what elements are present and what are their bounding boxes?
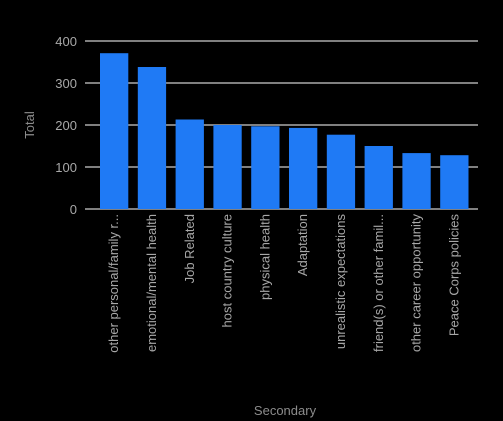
x-axis-title: Secondary (254, 403, 317, 418)
x-tick-label: physical health (257, 214, 272, 300)
bar (326, 134, 356, 209)
y-tick-labels: 0 100 200 300 400 (55, 34, 77, 217)
bar (100, 53, 129, 210)
y-axis-title: Total (22, 111, 37, 139)
y-tick-label: 300 (55, 76, 77, 91)
y-tick-label: 100 (55, 160, 77, 175)
x-tick-label: Job Related (182, 214, 197, 283)
bar (213, 125, 242, 209)
bar (251, 126, 280, 209)
y-tick-label: 400 (55, 34, 77, 49)
x-tick-labels: other personal/family r... emotional/ment… (106, 214, 461, 353)
y-tick-label: 200 (55, 118, 77, 133)
x-tick-label: unrealistic expectations (333, 214, 348, 350)
x-tick-label: Peace Corps policies (446, 214, 461, 337)
bar (402, 153, 431, 209)
bar (364, 146, 393, 209)
bars (100, 53, 469, 210)
bar (137, 67, 167, 209)
x-tick-label: host country culture (220, 214, 235, 327)
x-tick-label: friend(s) or other famil... (371, 214, 386, 352)
y-tick-label: 0 (70, 202, 77, 217)
x-tick-label: other career opportunity (409, 214, 424, 353)
bar (289, 127, 318, 209)
x-tick-label: emotional/mental health (144, 214, 159, 352)
x-tick-label: Adaptation (295, 214, 310, 276)
bar (440, 155, 469, 209)
bar (175, 119, 204, 209)
x-tick-label: other personal/family r... (106, 214, 121, 353)
